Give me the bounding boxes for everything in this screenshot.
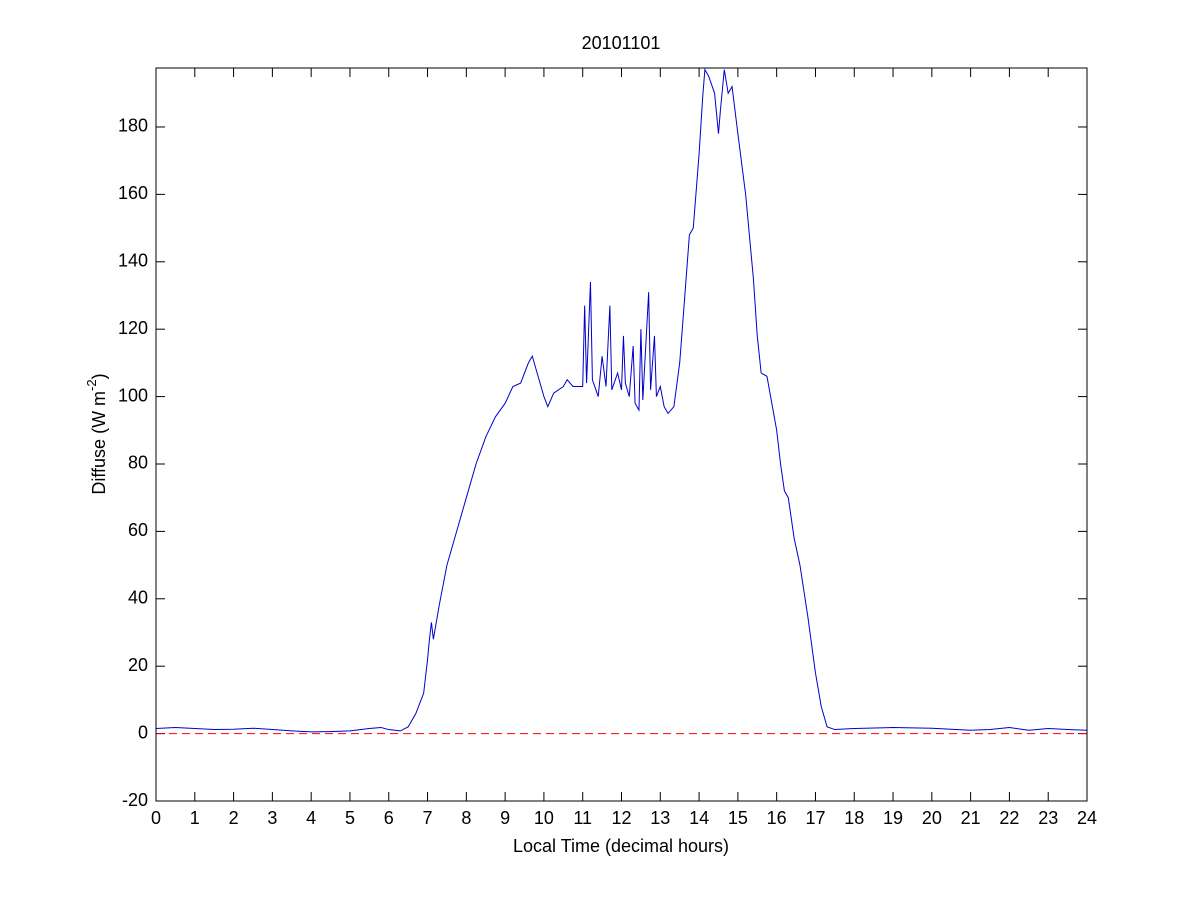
y-tick-label: 120 <box>118 318 148 338</box>
x-axis-label: Local Time (decimal hours) <box>513 836 729 856</box>
y-tick-label: 60 <box>128 520 148 540</box>
y-axis-label: Diffuse (W m-2) <box>84 373 108 494</box>
y-axis-label-text: Diffuse (W m <box>89 391 109 495</box>
x-tick-label: 16 <box>767 808 787 828</box>
x-tick-label: 14 <box>689 808 709 828</box>
x-tick-label: 19 <box>883 808 903 828</box>
chart-title: 20101101 <box>582 33 661 53</box>
y-tick-label: 140 <box>118 251 148 271</box>
x-tick-label: 5 <box>345 808 355 828</box>
y-tick-label: 160 <box>118 183 148 203</box>
x-tick-label: 6 <box>384 808 394 828</box>
x-tick-label: 23 <box>1038 808 1058 828</box>
x-tick-label: 9 <box>500 808 510 828</box>
x-tick-label: 7 <box>423 808 433 828</box>
y-tick-label: 20 <box>128 655 148 675</box>
x-tick-label: 0 <box>151 808 161 828</box>
y-axis-label-suffix: ) <box>89 373 109 379</box>
y-tick-label: -20 <box>122 790 148 810</box>
x-tick-label: 1 <box>190 808 200 828</box>
x-tick-label: 18 <box>844 808 864 828</box>
x-tick-label: 8 <box>461 808 471 828</box>
y-tick-label: 180 <box>118 116 148 136</box>
x-tick-label: 15 <box>728 808 748 828</box>
x-tick-label: 24 <box>1077 808 1097 828</box>
x-tick-label: 13 <box>650 808 670 828</box>
x-tick-label: 22 <box>999 808 1019 828</box>
y-tick-label: 100 <box>118 385 148 405</box>
x-tick-label: 10 <box>534 808 554 828</box>
y-tick-label: 0 <box>138 722 148 742</box>
y-tick-label: 80 <box>128 453 148 473</box>
x-tick-label: 11 <box>573 808 592 828</box>
x-tick-label: 3 <box>267 808 277 828</box>
data-line <box>156 68 1087 733</box>
x-tick-label: 2 <box>229 808 239 828</box>
y-axis-label-superscript: -2 <box>84 379 99 391</box>
y-tick-label: 40 <box>128 588 148 608</box>
x-tick-label: 21 <box>961 808 981 828</box>
x-tick-label: 12 <box>611 808 631 828</box>
x-tick-label: 17 <box>805 808 825 828</box>
x-tick-label: 20 <box>922 808 942 828</box>
plot-frame <box>155 67 1088 802</box>
x-tick-label: 4 <box>306 808 316 828</box>
